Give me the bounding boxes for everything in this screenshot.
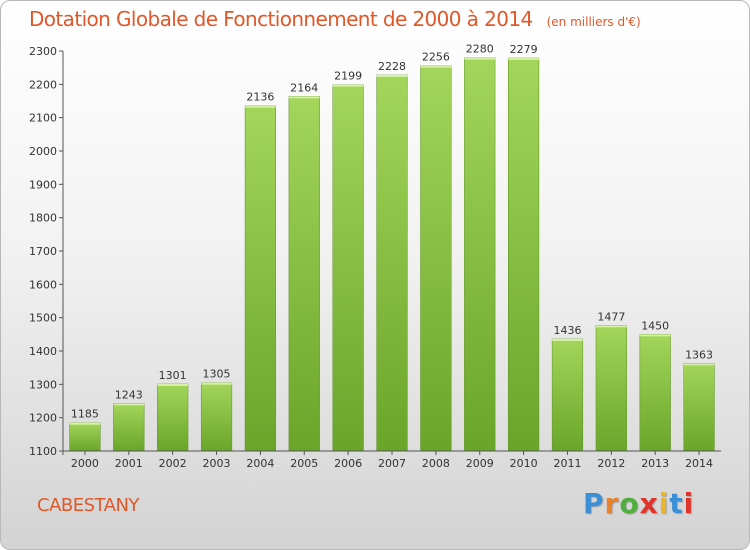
x-tick-label: 2005 [290,457,318,470]
logo-letter: r [604,487,620,520]
y-tick-label: 1200 [29,412,57,425]
bar-value-label: 2280 [466,43,494,56]
bar-value-label: 2199 [334,70,362,83]
bar-highlight [113,403,145,406]
bar-2010 [507,57,540,452]
x-tick-label: 2000 [71,457,99,470]
x-tick-label: 2001 [115,457,143,470]
x-tick-label: 2002 [159,457,187,470]
bar-value-label: 1243 [115,388,143,401]
x-tick-label: 2009 [466,457,494,470]
x-tick-label: 2011 [553,457,581,470]
y-tick-label: 1300 [29,378,57,391]
y-tick-label: 2300 [29,45,57,58]
bar-2006 [332,84,364,452]
bar-value-label: 2228 [378,60,406,73]
bar-highlight [595,325,627,328]
x-axis: 2000 2001 2002 2003 2004 2005 2006 2007 2008 2009… [63,450,721,470]
chart-title: Dotation Globale de Fonctionnement de 20… [29,7,641,31]
bar-2009 [464,57,496,452]
y-tick-label: 1100 [29,445,57,458]
proxiti-logo: Proxiti [583,487,694,520]
bar-value-label: 1301 [159,369,187,382]
bar-2000 [69,422,101,452]
x-tick-label: 2003 [203,457,231,470]
bar-highlight [639,334,671,337]
bar-highlight [464,57,496,60]
bars: 1185 1243 1301 1305 2136 2164 2199 2228 2256 2280… [69,43,715,452]
x-tick-label: 2008 [422,457,450,470]
bar-highlight [245,105,276,108]
bar-2008 [420,65,452,452]
y-axis: 1100 1200 1300 1400 1500 1600 1700 1800 1900 2000… [29,45,64,458]
bar-highlight [420,65,452,68]
commune-name: CABESTANY [37,495,139,516]
bar-highlight [552,339,583,341]
bar-2004 [244,105,277,452]
bar-2002 [157,383,189,452]
bar-highlight [157,384,189,386]
y-tick-label: 1900 [29,178,57,191]
y-tick-label: 1600 [29,278,57,291]
bar-value-label: 1450 [641,319,669,332]
x-tick-label: 2012 [597,457,625,470]
x-tick-label: 2010 [510,457,538,470]
bar-highlight [69,422,101,425]
logo-letter: P [583,487,605,520]
y-tick-label: 1700 [29,245,57,258]
bar-2012 [595,325,627,452]
x-tick-label: 2014 [685,457,713,470]
bar-highlight [683,363,715,366]
x-tick-label: 2013 [641,457,669,470]
bar-2011 [551,338,584,452]
bar-value-label: 2164 [290,81,318,94]
y-tick-label: 2200 [29,78,57,91]
bar-highlight [201,382,232,385]
logo-letter: o [619,487,640,520]
bar-value-label: 1477 [597,310,625,323]
logo-letter: x [639,487,659,520]
y-tick-label: 2100 [29,112,57,125]
x-tick-label: 2006 [334,457,362,470]
bar-2014 [683,363,715,452]
y-tick-label: 1500 [29,312,57,325]
bar-value-label: 1305 [203,368,231,381]
chart-subtitle: (en milliers d'€) [546,15,641,29]
bar-highlight [332,84,364,87]
logo-letter: i [683,487,695,520]
chart-title-text: Dotation Globale de Fonctionnement de 20… [29,7,533,31]
y-tick-label: 1800 [29,212,57,225]
logo-letter: i [658,487,670,520]
y-tick-label: 1400 [29,345,57,358]
bar-value-label: 1363 [685,348,713,361]
bar-2003 [200,382,233,452]
bar-2001 [113,403,145,452]
bar-value-label: 1185 [71,408,99,421]
bar-value-label: 2136 [246,91,274,104]
bar-2013 [639,334,671,452]
y-tick-label: 2000 [29,145,57,158]
bar-2007 [376,74,408,452]
x-tick-label: 2007 [378,457,406,470]
bar-2005 [288,96,320,452]
bar-highlight [508,58,539,60]
bar-highlight [376,75,408,77]
bar-value-label: 2279 [510,43,538,56]
bar-value-label: 2256 [422,51,450,64]
x-tick-label: 2004 [246,457,274,470]
bar-value-label: 1436 [553,324,581,337]
logo-letter: t [669,487,684,520]
bar-highlight [288,96,320,99]
